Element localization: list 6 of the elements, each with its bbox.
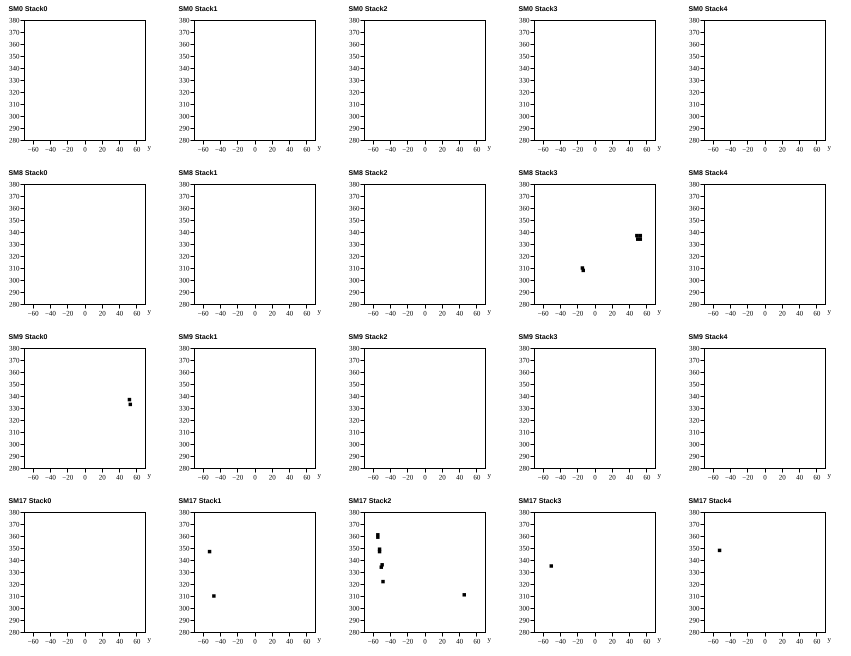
point xyxy=(378,550,382,554)
point xyxy=(638,234,642,238)
point xyxy=(635,234,639,238)
point xyxy=(462,593,466,597)
point xyxy=(638,237,642,241)
point xyxy=(582,268,585,272)
